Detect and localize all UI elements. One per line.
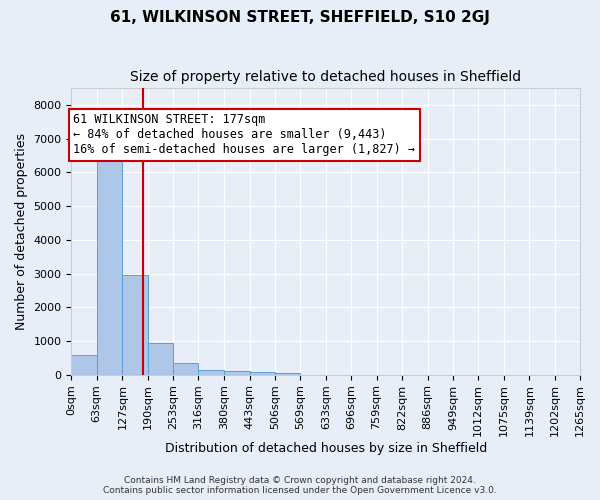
- Text: 61 WILKINSON STREET: 177sqm
← 84% of detached houses are smaller (9,443)
16% of : 61 WILKINSON STREET: 177sqm ← 84% of det…: [73, 113, 415, 156]
- Bar: [148, 342, 173, 374]
- Bar: [224, 372, 250, 374]
- Text: 61, WILKINSON STREET, SHEFFIELD, S10 2GJ: 61, WILKINSON STREET, SHEFFIELD, S10 2GJ: [110, 10, 490, 25]
- Bar: [122, 275, 148, 374]
- Title: Size of property relative to detached houses in Sheffield: Size of property relative to detached ho…: [130, 70, 521, 84]
- Bar: [71, 355, 97, 374]
- X-axis label: Distribution of detached houses by size in Sheffield: Distribution of detached houses by size …: [164, 442, 487, 455]
- Y-axis label: Number of detached properties: Number of detached properties: [15, 133, 28, 330]
- Bar: [250, 372, 275, 374]
- Bar: [199, 370, 224, 374]
- Text: Contains HM Land Registry data © Crown copyright and database right 2024.
Contai: Contains HM Land Registry data © Crown c…: [103, 476, 497, 495]
- Bar: [173, 363, 199, 374]
- Bar: [275, 372, 300, 374]
- Bar: [97, 159, 122, 374]
